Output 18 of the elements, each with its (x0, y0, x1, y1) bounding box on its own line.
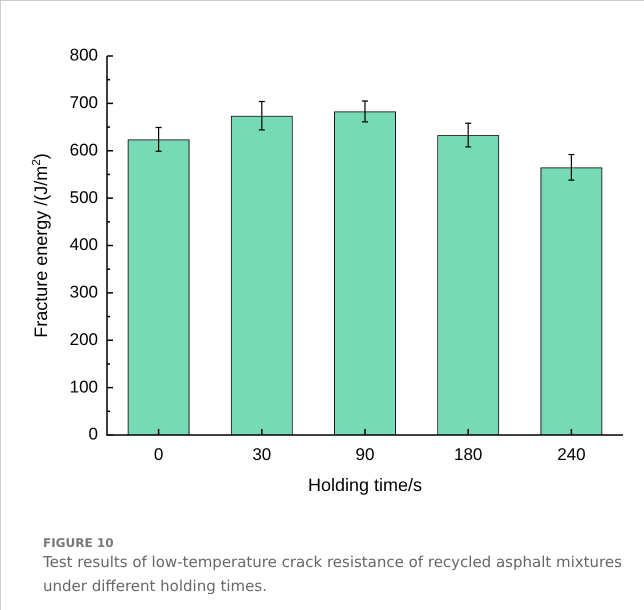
x-axis-title: Holding time/s (308, 475, 422, 495)
y-tick-label: 800 (70, 46, 98, 65)
y-tick-label: 700 (70, 93, 98, 112)
x-tick-label: 30 (252, 444, 272, 464)
y-tick-label: 500 (70, 188, 98, 207)
y-tick-label: 100 (70, 377, 98, 396)
text: Test results of low-temperature crack resistance of recycled asphalt mixtures under different holding times. (43, 552, 623, 597)
y-tick-label: 600 (70, 140, 98, 160)
x-tick-label: 90 (356, 444, 374, 464)
y-tick-label: 300 (70, 282, 98, 302)
y-tick-label: 200 (70, 330, 98, 349)
caption: FIGURE 10 (43, 536, 115, 550)
y-tick-label: 0 (88, 424, 98, 444)
y-axis-title: Fracture energy /(J/m2) (30, 153, 51, 338)
x-tick-label: 180 (454, 444, 482, 464)
x-tick-label: 240 (557, 444, 586, 464)
x-tick-label: 0 (154, 444, 164, 464)
y-tick-label: 400 (70, 235, 98, 254)
